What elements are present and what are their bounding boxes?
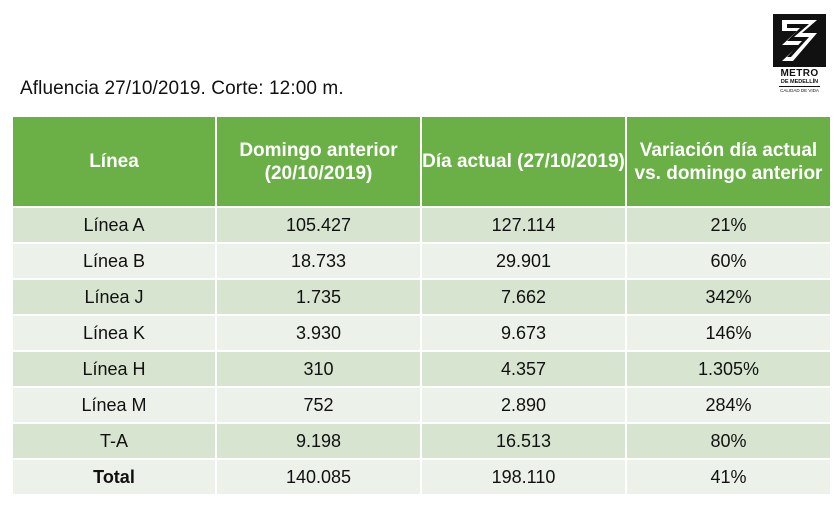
header-linea: Línea — [11, 115, 217, 208]
cell-dia-actual-total: 198.110 — [420, 458, 627, 496]
cell-dia-actual: 16.513 — [420, 422, 627, 460]
cell-linea: Línea H — [11, 350, 217, 388]
total-row: Total 140.085 198.110 41% — [11, 458, 832, 496]
cell-variacion: 21% — [625, 206, 832, 244]
cell-variacion-total: 41% — [625, 458, 832, 496]
logo-city: DE MEDELLÍN — [780, 79, 819, 85]
cell-variacion: 60% — [625, 242, 832, 280]
table-row: T-A 9.198 16.513 80% — [11, 422, 832, 460]
metro-logo-icon — [773, 14, 826, 67]
cell-dia-actual: 9.673 — [420, 314, 627, 352]
ridership-table: Línea Domingo anterior (20/10/2019) Día … — [11, 115, 832, 496]
cell-dia-actual: 4.357 — [420, 350, 627, 388]
cell-linea: Línea A — [11, 206, 217, 244]
cell-variacion: 342% — [625, 278, 832, 316]
cell-domingo-anterior: 105.427 — [215, 206, 422, 244]
table-row: Línea B 18.733 29.901 60% — [11, 242, 832, 280]
table-row: Línea M 752 2.890 284% — [11, 386, 832, 424]
table-body: Línea A 105.427 127.114 21% Línea B 18.7… — [11, 206, 832, 496]
cell-linea: T-A — [11, 422, 217, 460]
table-header: Línea Domingo anterior (20/10/2019) Día … — [11, 115, 832, 208]
logo-name: METRO — [780, 68, 819, 79]
logo-tagline: CALIDAD DE VIDA — [779, 86, 820, 93]
cell-linea-total: Total — [11, 458, 217, 496]
cell-dia-actual: 127.114 — [420, 206, 627, 244]
table-row: Línea H 310 4.357 1.305% — [11, 350, 832, 388]
cell-variacion: 146% — [625, 314, 832, 352]
cell-domingo-anterior: 752 — [215, 386, 422, 424]
table-row: Línea J 1.735 7.662 342% — [11, 278, 832, 316]
cell-domingo-anterior: 9.198 — [215, 422, 422, 460]
cell-dia-actual: 2.890 — [420, 386, 627, 424]
header-domingo-anterior: Domingo anterior (20/10/2019) — [215, 115, 422, 208]
header-dia-actual: Día actual (27/10/2019) — [420, 115, 627, 208]
header-row: Línea Domingo anterior (20/10/2019) Día … — [11, 115, 832, 208]
cell-linea: Línea B — [11, 242, 217, 280]
header-variacion: Variación día actual vs. domingo anterio… — [625, 115, 832, 208]
cell-linea: Línea J — [11, 278, 217, 316]
metro-medellin-logo: METRO DE MEDELLÍN CALIDAD DE VIDA — [773, 14, 826, 102]
cell-variacion: 1.305% — [625, 350, 832, 388]
cell-domingo-anterior: 3.930 — [215, 314, 422, 352]
cell-variacion: 80% — [625, 422, 832, 460]
table-row: Línea A 105.427 127.114 21% — [11, 206, 832, 244]
cell-domingo-anterior: 18.733 — [215, 242, 422, 280]
cell-domingo-anterior: 310 — [215, 350, 422, 388]
cell-linea: Línea M — [11, 386, 217, 424]
cell-dia-actual: 7.662 — [420, 278, 627, 316]
cell-dia-actual: 29.901 — [420, 242, 627, 280]
ridership-caption: Afluencia 27/10/2019. Corte: 12:00 m. — [20, 78, 344, 99]
cell-linea: Línea K — [11, 314, 217, 352]
cell-variacion: 284% — [625, 386, 832, 424]
cell-domingo-anterior: 1.735 — [215, 278, 422, 316]
cell-domingo-anterior-total: 140.085 — [215, 458, 422, 496]
table-row: Línea K 3.930 9.673 146% — [11, 314, 832, 352]
